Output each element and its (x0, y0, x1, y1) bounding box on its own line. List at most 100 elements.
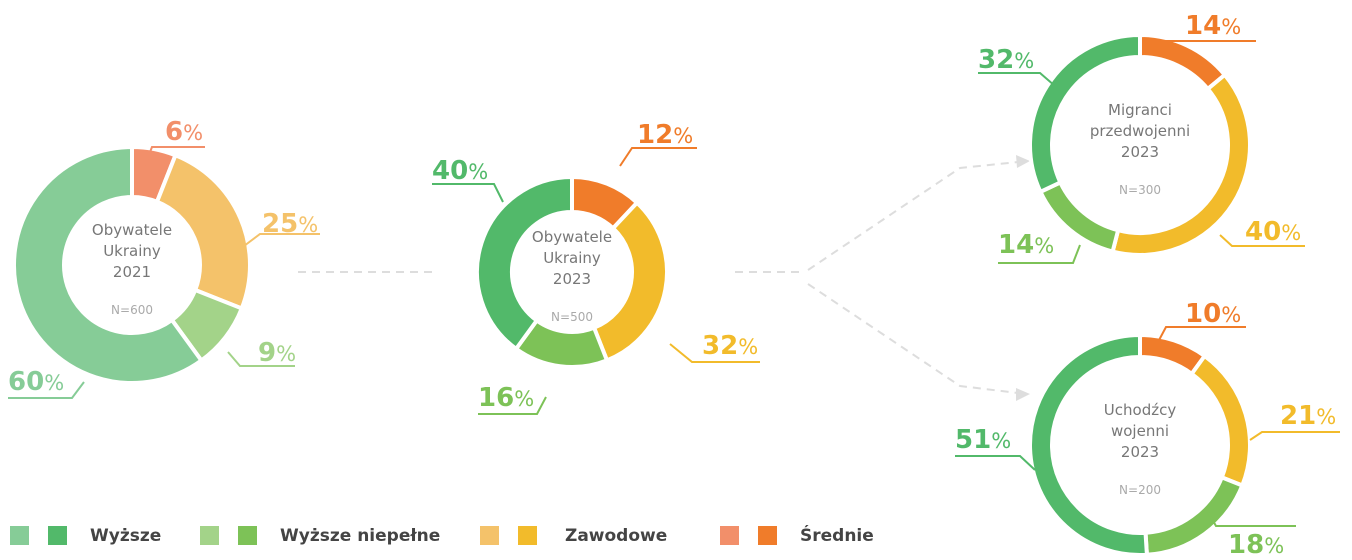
center-title: wojenni (1111, 422, 1169, 440)
legend-swatch (238, 526, 257, 545)
value-label: 51% (955, 425, 1011, 455)
value-unit: % (1281, 221, 1301, 245)
leader-line (619, 147, 697, 167)
value-label: 25% (262, 209, 318, 239)
value-number: 12 (637, 120, 673, 150)
value-unit: % (1221, 15, 1241, 39)
value-label: 14% (1185, 11, 1241, 41)
leader-line (669, 343, 760, 363)
value-label: 14% (998, 230, 1054, 260)
leader-line (1159, 40, 1256, 56)
value-unit: % (468, 160, 488, 184)
value-unit: % (738, 335, 758, 359)
leader-line (432, 183, 504, 203)
value-number: 21 (1280, 401, 1316, 431)
donut-segment (1188, 353, 1252, 489)
legend-label: Wyższe niepełne (280, 526, 440, 546)
value-label: 9% (258, 338, 296, 368)
leader-line (1207, 511, 1296, 527)
center-title: przedwojenni (1090, 122, 1190, 140)
value-number: 60 (8, 367, 44, 397)
value-unit: % (991, 429, 1011, 453)
value-unit: % (1221, 303, 1241, 327)
center-title: Obywatele (92, 221, 172, 239)
value-unit: % (1316, 405, 1336, 429)
value-number: 40 (432, 156, 468, 186)
legend-label: Wyższe (90, 526, 161, 546)
legend-swatch (758, 526, 777, 545)
center-title: Obywatele (532, 228, 612, 246)
arrows (1016, 155, 1030, 401)
value-number: 14 (1185, 11, 1221, 41)
leader-line (478, 396, 547, 415)
donut-segment (475, 174, 574, 352)
value-unit: % (276, 342, 296, 366)
value-label: 16% (478, 383, 534, 413)
donut-segment (1028, 32, 1142, 195)
value-unit: % (298, 213, 318, 237)
value-number: 9 (258, 338, 276, 368)
legend-swatch (48, 526, 67, 545)
legend-swatch (200, 526, 219, 545)
center-note: N=600 (111, 303, 153, 317)
value-unit: % (1014, 49, 1034, 73)
value-unit: % (44, 371, 64, 395)
value-number: 14 (998, 230, 1034, 260)
leader-line (8, 381, 85, 399)
value-number: 16 (478, 383, 514, 413)
value-number: 40 (1245, 217, 1281, 247)
center-title: 2023 (1121, 143, 1159, 161)
value-label: 32% (978, 45, 1034, 75)
value-unit: % (183, 121, 203, 145)
leader-line (1249, 431, 1340, 441)
value-number: 10 (1185, 299, 1221, 329)
leader-line (227, 351, 295, 367)
center-title: Ukrainy (103, 242, 161, 260)
donut-segment (1138, 32, 1228, 92)
legend-swatch (720, 526, 739, 545)
leader-line (144, 146, 205, 166)
leader-line (998, 244, 1081, 264)
value-number: 18 (1228, 530, 1264, 560)
value-unit: % (514, 387, 534, 411)
connectors (298, 161, 1019, 394)
leader-line (1219, 234, 1305, 247)
center-title: 2023 (553, 270, 591, 288)
legend-label: Zawodowe (565, 526, 667, 546)
leader-line (235, 233, 320, 253)
center-title: Ukrainy (543, 249, 601, 267)
value-label: 18% (1228, 530, 1284, 560)
value-number: 6 (165, 117, 183, 147)
legend-swatch (480, 526, 499, 545)
value-label: 10% (1185, 299, 1241, 329)
value-number: 51 (955, 425, 991, 455)
center-title: 2021 (113, 263, 151, 281)
legend-swatch (10, 526, 29, 545)
value-label: 40% (432, 156, 488, 186)
center-note: N=500 (551, 310, 593, 324)
donut-segment (12, 144, 205, 385)
value-label: 6% (165, 117, 203, 147)
value-label: 40% (1245, 217, 1301, 247)
value-number: 32 (978, 45, 1014, 75)
value-number: 25 (262, 209, 298, 239)
value-number: 32 (702, 331, 738, 361)
value-label: 12% (637, 120, 693, 150)
leader-line (1157, 326, 1246, 343)
donut-segment (591, 199, 669, 363)
center-note: N=200 (1119, 483, 1161, 497)
value-label: 32% (702, 331, 758, 361)
legend-swatch (518, 526, 537, 545)
center-title: 2023 (1121, 443, 1159, 461)
donut-segment (1028, 332, 1150, 557)
center-title: Migranci (1108, 101, 1172, 119)
donut-segment (154, 152, 252, 312)
center-note: N=300 (1119, 183, 1161, 197)
value-unit: % (1264, 534, 1284, 558)
center-title: Uchodźcy (1104, 401, 1177, 419)
value-unit: % (673, 124, 693, 148)
leader-line (955, 455, 1036, 471)
leader-line (978, 72, 1056, 87)
value-label: 60% (8, 367, 64, 397)
